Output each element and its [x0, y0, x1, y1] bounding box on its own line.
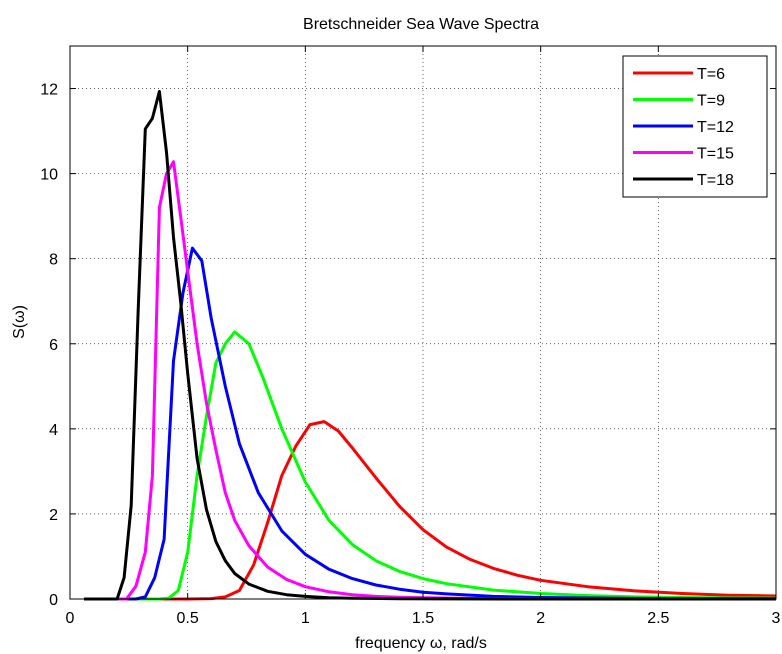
series-line-t9: [84, 330, 777, 601]
x-tick-label: 0: [66, 610, 75, 627]
y-tick-label: 10: [40, 167, 58, 184]
x-tick-label: 3: [772, 610, 781, 627]
y-tick-label: 2: [49, 507, 58, 524]
legend-label: T=6: [697, 66, 725, 83]
y-tick-label: 6: [49, 337, 58, 354]
y-axis-label: S(ω): [11, 305, 28, 339]
legend-label: T=9: [697, 93, 725, 110]
legend-label: T=15: [697, 146, 734, 163]
x-tick-label: 1: [301, 610, 310, 627]
y-tick-label: 4: [49, 422, 58, 439]
legend-label: T=12: [697, 119, 734, 136]
x-axis-label: frequency ω, rad/s: [355, 635, 487, 652]
x-tick-label: 0.5: [177, 610, 199, 627]
legend-label: T=18: [697, 172, 734, 189]
y-tick-label: 8: [49, 252, 58, 269]
series-line-t18: [84, 90, 776, 601]
legend-items: T=6 T=9 T=12 T=15 T=18: [633, 66, 734, 189]
axis-ticks: 0 0.5 1 1.5 2 2.5 3 0 2 4 6 8 10 12: [40, 46, 781, 627]
y-tick-label: 0: [49, 592, 58, 609]
series-line-t6: [84, 420, 777, 601]
chart-title: Bretschneider Sea Wave Spectra: [303, 16, 539, 33]
series-line-t12: [84, 246, 777, 601]
legend: T=6 T=9 T=12 T=15 T=18: [622, 55, 768, 198]
x-tick-label: 2: [536, 610, 545, 627]
x-tick-label: 2.5: [647, 610, 669, 627]
y-tick-label: 12: [40, 82, 58, 99]
x-tick-label: 1.5: [412, 610, 434, 627]
